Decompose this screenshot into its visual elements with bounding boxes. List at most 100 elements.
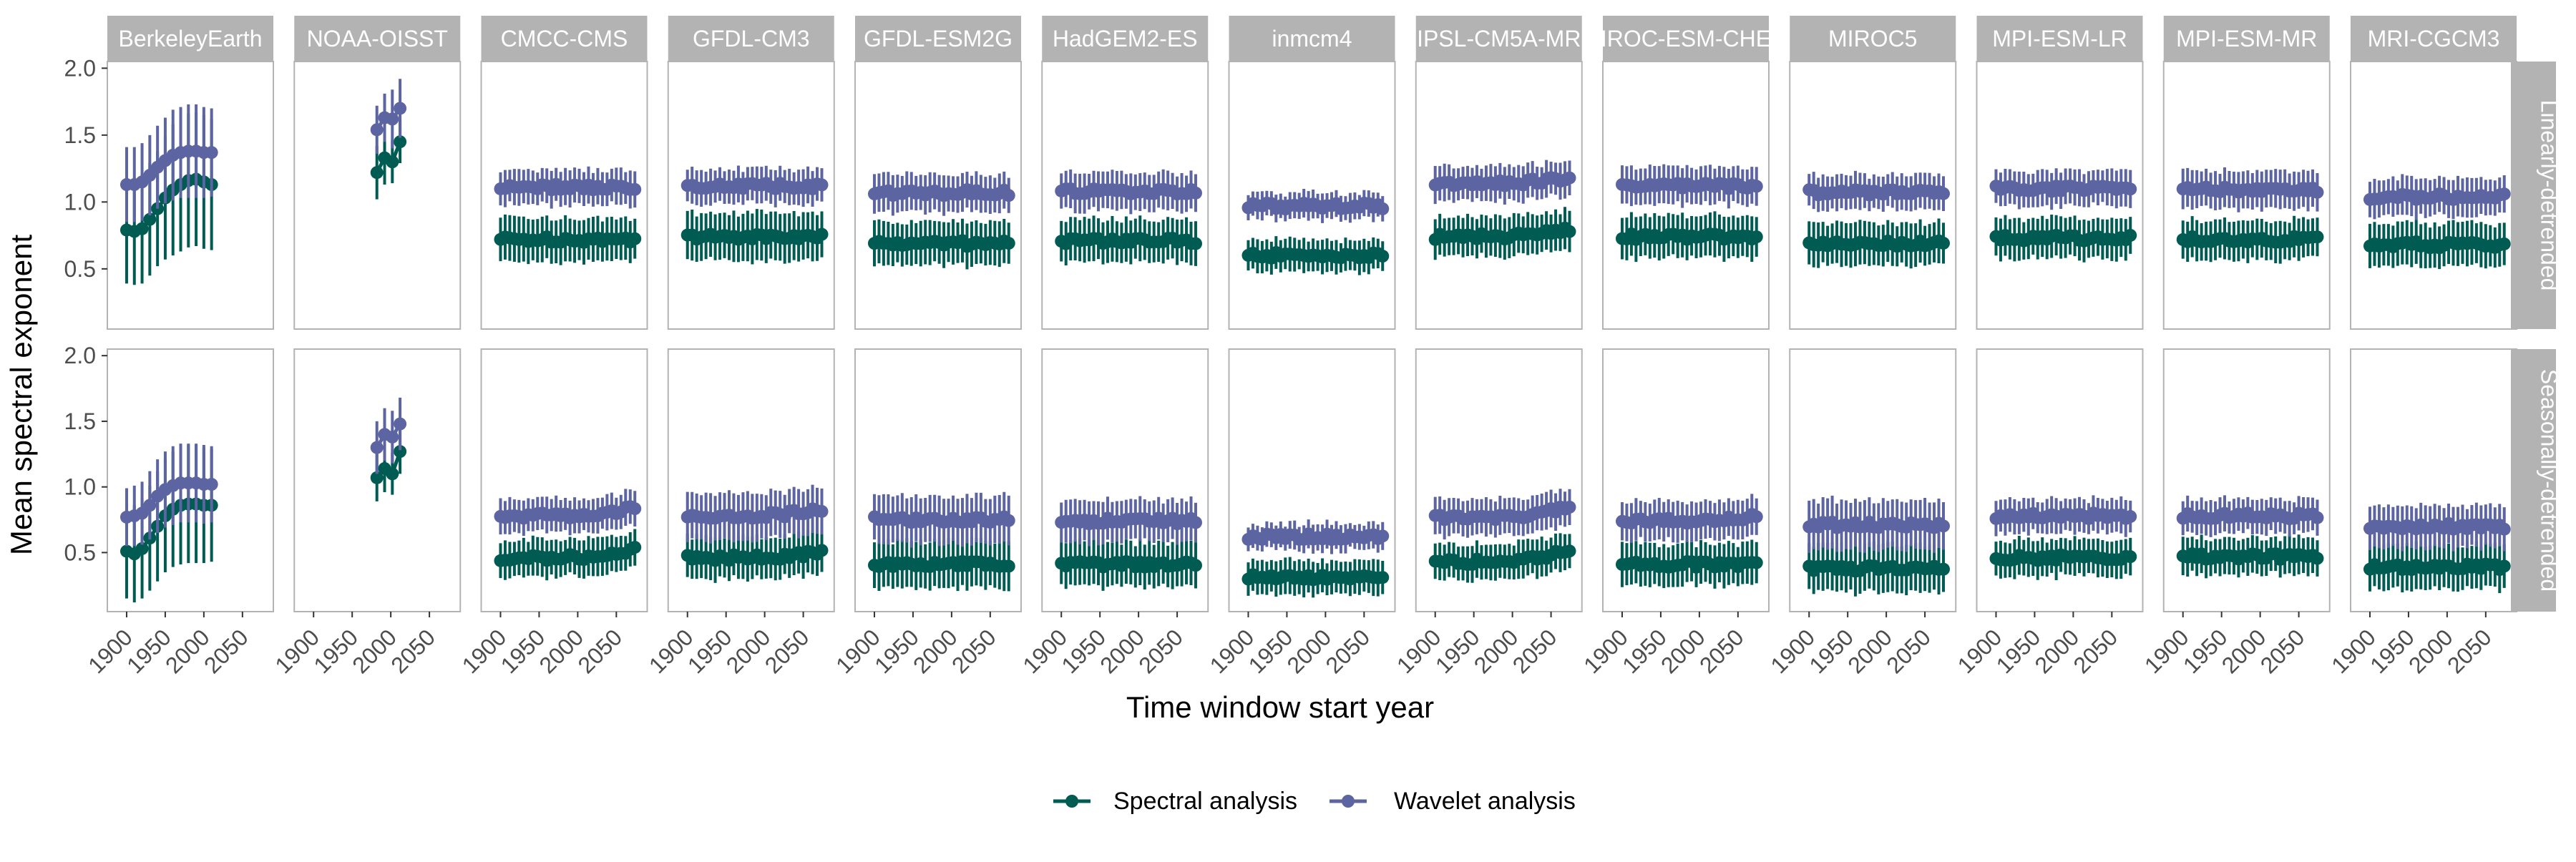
series-wavelet-seasonally-detrended-cmcc-cms <box>494 489 642 537</box>
panel-linearly-detrended-gfdl-esm2g <box>854 61 1022 330</box>
series-spectral-seasonally-detrended-mri-cgcm3 <box>2363 541 2511 594</box>
series-spectral-seasonally-detrended-mpi-esm-lr <box>1989 536 2137 580</box>
data-point-spectral <box>815 227 829 241</box>
data-point-spectral <box>1376 571 1390 584</box>
series-spectral-seasonally-detrended-mpi-esm-mr <box>2176 534 2324 579</box>
data-point-spectral <box>135 222 149 235</box>
data-point-wavelet <box>1189 516 1202 529</box>
facet-strip-label-mpi-esm-mr: MPI-ESM-MR <box>2176 26 2317 52</box>
facet-strip-gfdl-esm2g <box>855 16 1021 62</box>
facet-strip-label-berkeleyearth: BerkeleyEarth <box>119 26 263 52</box>
panel-linearly-detrended-miroc5 <box>1789 61 1957 330</box>
series-spectral-seasonally-detrended-hadgem2-es <box>1055 538 1202 591</box>
data-point-spectral <box>628 232 642 245</box>
facet-strip-label-mri-cgcm3: MRI-CGCM3 <box>2368 26 2500 52</box>
panel-linearly-detrended-berkeleyearth <box>107 61 274 330</box>
series-spectral-seasonally-detrended-cmcc-cms <box>494 529 642 581</box>
data-point-spectral <box>1189 559 1202 572</box>
facet-strip-mri-cgcm3 <box>2351 16 2517 62</box>
legend-key-point-wavelet <box>1342 795 1355 808</box>
data-point-spectral <box>2124 550 2137 564</box>
x-axis-title: Time window start year <box>1126 690 1434 724</box>
data-point-wavelet <box>205 478 218 491</box>
data-point-spectral <box>394 445 407 459</box>
series-spectral-linearly-detrended-hadgem2-es <box>1055 215 1202 266</box>
series-wavelet-linearly-detrended-gfdl-esm2g <box>867 171 1015 216</box>
row-strip-label-linearly-detrended: Linearly-detrended <box>2537 100 2562 291</box>
row-strip-label-seasonally-detrended: Seasonally-detrended <box>2537 369 2562 592</box>
row-strip-linearly-detrended <box>2511 62 2556 329</box>
row-strip-seasonally-detrended <box>2511 349 2556 612</box>
facet-strip-berkeleyearth <box>107 16 273 62</box>
y-tick-label-linearly-detrended-1: 1.0 <box>64 189 96 215</box>
facet-strip-inmcm4 <box>1229 16 1395 62</box>
data-point-spectral <box>1002 237 1015 250</box>
series-spectral-linearly-detrended-mri-cgcm3 <box>2363 220 2511 270</box>
data-point-wavelet <box>394 102 407 115</box>
y-tick-label-seasonally-detrended-3: 2.0 <box>64 343 96 368</box>
series-spectral-linearly-detrended-gfdl-esm2g <box>867 218 1015 270</box>
series-wavelet-seasonally-detrended-berkeleyearth <box>119 444 218 547</box>
panel-seasonally-detrended-noaa-oisst <box>293 348 462 612</box>
series-spectral-linearly-detrended-gfdl-cm3 <box>680 209 829 265</box>
series-spectral-linearly-detrended-ipsl-cm5a-mr <box>1428 207 1576 260</box>
data-point-spectral <box>2497 559 2511 573</box>
data-point-wavelet <box>2124 510 2137 524</box>
panel-seasonally-detrended-gfdl-esm2g <box>854 348 1022 612</box>
series-wavelet-seasonally-detrended-gfdl-esm2g <box>867 491 1015 548</box>
series-wavelet-seasonally-detrended-ipsl-cm5a-mr <box>1428 489 1576 540</box>
series-wavelet-seasonally-detrended-mri-cgcm3 <box>2363 502 2511 552</box>
data-point-spectral <box>2311 552 2324 565</box>
data-point-wavelet <box>2311 185 2324 199</box>
series-wavelet-seasonally-detrended-noaa-oisst <box>370 397 407 474</box>
data-point-spectral <box>370 166 384 180</box>
series-wavelet-seasonally-detrended-miroc5 <box>1802 495 1950 554</box>
panel-linearly-detrended-mpi-esm-lr <box>1976 61 2144 330</box>
facet-strip-label-hadgem2-es: HadGEM2-ES <box>1053 26 1198 52</box>
legend-key-point-spectral <box>1065 795 1078 808</box>
data-point-spectral <box>1376 250 1390 263</box>
data-point-wavelet <box>1936 187 1950 200</box>
data-point-wavelet <box>386 112 399 126</box>
facet-strip-mpi-esm-lr <box>1976 16 2143 62</box>
series-wavelet-linearly-detrended-hadgem2-es <box>1055 169 1202 215</box>
legend-label-wavelet: Wavelet analysis <box>1394 788 1576 815</box>
data-point-wavelet <box>143 499 157 512</box>
facet-strip-miroc5 <box>1790 16 1956 62</box>
series-wavelet-seasonally-detrended-inmcm4 <box>1241 519 1390 554</box>
facet-strip-label-cmcc-cms: CMCC-CMS <box>501 26 628 52</box>
y-tick-label-linearly-detrended-2: 1.5 <box>64 122 96 148</box>
data-point-wavelet <box>2497 187 2511 201</box>
y-tick-label-seasonally-detrended-2: 1.5 <box>64 408 96 434</box>
series-spectral-seasonally-detrended-inmcm4 <box>1241 557 1390 598</box>
data-point-spectral <box>135 542 149 555</box>
data-point-spectral <box>1189 237 1202 250</box>
panel-seasonally-detrended-berkeleyearth <box>107 348 274 612</box>
series-wavelet-seasonally-detrended-mpi-esm-lr <box>1989 495 2137 537</box>
y-tick-label-seasonally-detrended-1: 1.0 <box>64 474 96 500</box>
panel-seasonally-detrended-gfdl-cm3 <box>667 348 835 612</box>
data-point-wavelet <box>2497 522 2511 536</box>
panels-layer: BerkeleyEarth NOAA-OISST CMCC-CMS GFDL-CM3 G… <box>64 16 2562 678</box>
data-point-wavelet <box>1002 189 1015 202</box>
data-point-wavelet <box>1750 510 1763 524</box>
facet-strip-label-inmcm4: inmcm4 <box>1272 26 1352 52</box>
panel-seasonally-detrended-miroc-esm-chem <box>1602 348 1770 612</box>
series-wavelet-linearly-detrended-miroc5 <box>1802 170 1950 212</box>
series-spectral-seasonally-detrended-gfdl-esm2g <box>867 537 1015 592</box>
legend-label-spectral: Spectral analysis <box>1113 788 1297 815</box>
data-point-wavelet <box>1563 171 1576 185</box>
data-point-spectral <box>1563 544 1576 558</box>
facet-strip-label-miroc-esm-chem: MIROC-ESM-CHEM <box>1581 26 1790 52</box>
panel-linearly-detrended-noaa-oisst <box>293 61 462 330</box>
data-point-wavelet <box>1376 529 1390 543</box>
series-spectral-linearly-detrended-mpi-esm-lr <box>1989 214 2137 263</box>
data-point-wavelet <box>386 430 399 444</box>
data-point-spectral <box>386 155 399 169</box>
data-point-wavelet <box>143 168 157 182</box>
series-wavelet-seasonally-detrended-mpi-esm-mr <box>2176 495 2324 537</box>
data-point-spectral <box>1750 230 1763 244</box>
series-spectral-linearly-detrended-mpi-esm-mr <box>2176 215 2324 264</box>
